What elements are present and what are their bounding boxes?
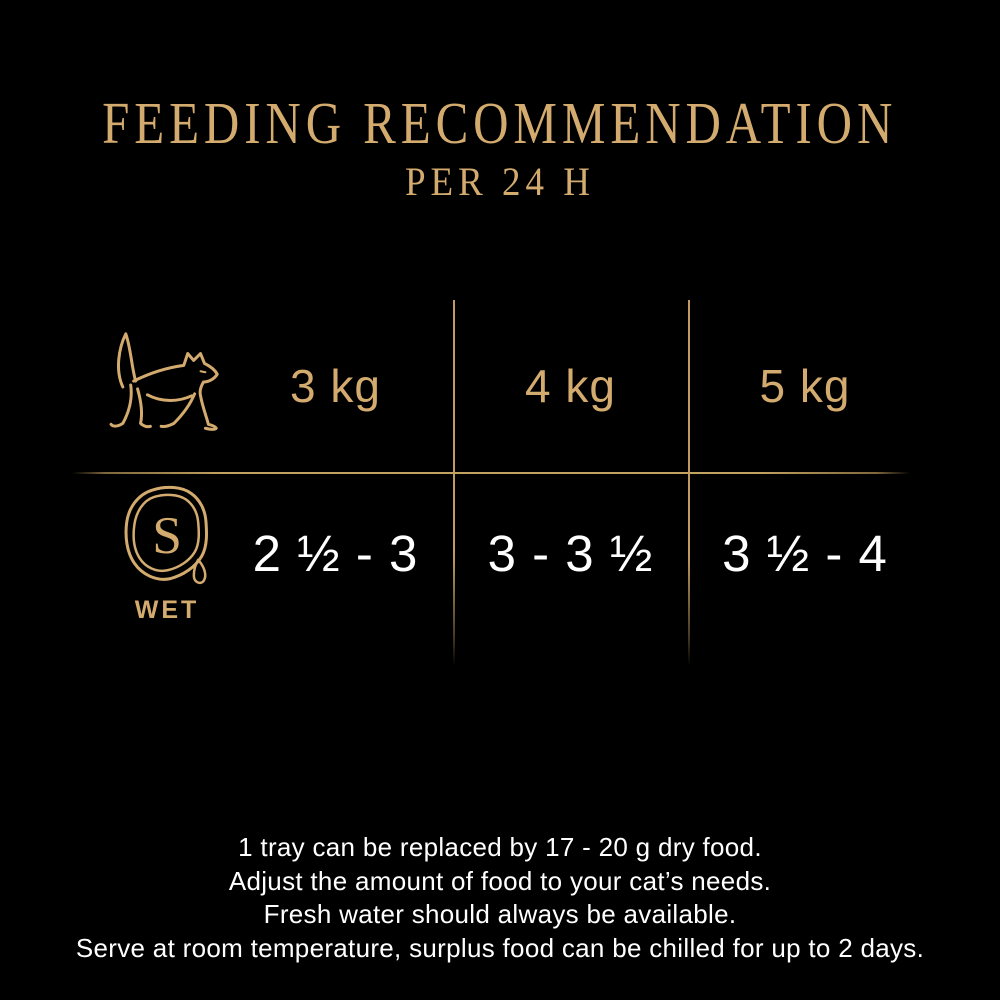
subheader: PER 24 H: [0, 159, 1000, 206]
table-divider-horizontal: [72, 472, 910, 474]
note-line: Adjust the amount of food to your cat’s …: [228, 865, 772, 896]
sheba-s-seal-icon: S: [116, 484, 220, 596]
note-line: 1 tray can be replaced by 17 - 20 g dry …: [238, 832, 762, 862]
note-line: Fresh water should always be available.: [263, 899, 737, 929]
wet-portion-4kg: 3 - 3 ½: [487, 525, 654, 582]
table-divider-vertical-1: [453, 300, 455, 666]
wet-portion-3kg: 2 ½ - 3: [252, 525, 419, 582]
page-title: FEEDING RECOMMENDATION: [102, 89, 898, 157]
header: FEEDING RECOMMENDATION: [0, 90, 1000, 156]
weight-column-4kg: 4 kg: [525, 360, 616, 412]
cat-icon: [98, 326, 246, 444]
note-line: Serve at room temperature, surplus food …: [75, 932, 925, 963]
weight-column-5kg: 5 kg: [759, 360, 851, 412]
wet-portion-5kg: 3 ½ - 4: [722, 525, 888, 582]
weight-column-3kg: 3 kg: [290, 360, 381, 412]
feeding-notes: 1 tray can be replaced by 17 - 20 g dry …: [0, 831, 1000, 965]
page-subtitle: PER 24 H: [404, 159, 596, 206]
svg-text:S: S: [152, 505, 182, 565]
wet-row-label: WET: [134, 596, 200, 624]
table-divider-vertical-2: [688, 300, 690, 666]
